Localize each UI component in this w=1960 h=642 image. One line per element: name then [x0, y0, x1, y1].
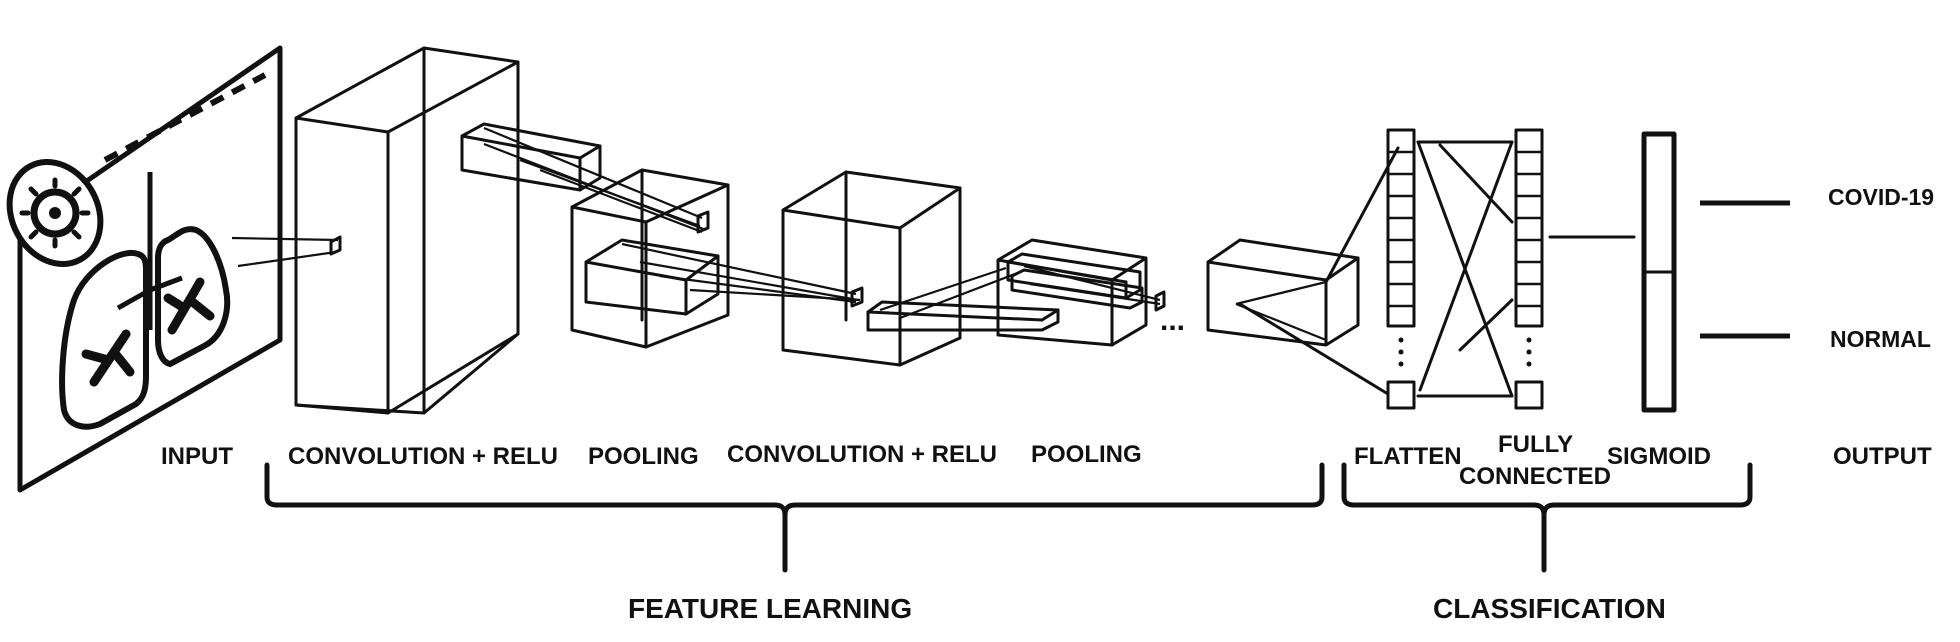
sigmoid-column	[1641, 131, 1677, 413]
ellipsis: ...	[1160, 304, 1185, 337]
conv1-volume	[294, 46, 707, 415]
pool1-volume	[570, 168, 861, 349]
final-feature-volume	[1206, 146, 1400, 396]
stage-label-sigmoid: SIGMOID	[1607, 443, 1711, 470]
stage-label-connected: CONNECTED	[1459, 463, 1611, 490]
classification-brace	[1341, 462, 1753, 573]
fully-connected-column	[1514, 128, 1544, 410]
lungs-icon	[59, 172, 231, 430]
stage-label-output: OUTPUT	[1833, 443, 1932, 470]
stage-label-pool2: POOLING	[1031, 441, 1142, 468]
stage-label-flatten: FLATTEN	[1354, 443, 1462, 470]
flatten-column	[1386, 128, 1416, 410]
group-label-feature-learning: FEATURE LEARNING	[628, 593, 912, 624]
virus-icon	[6, 159, 104, 267]
stage-label-conv1: CONVOLUTION + RELU	[288, 443, 558, 470]
stage-label-input: INPUT	[161, 443, 233, 470]
output-label-covid19: COVID-19	[1828, 184, 1934, 210]
feature-learning-brace	[264, 462, 1325, 573]
pool2-volume	[996, 238, 1166, 347]
stage-label-conv2: CONVOLUTION + RELU	[727, 441, 997, 468]
stage-label-pool1: POOLING	[588, 443, 699, 470]
input-image	[6, 45, 342, 493]
output-label-normal: NORMAL	[1830, 326, 1931, 352]
group-label-classification: CLASSIFICATION	[1433, 593, 1666, 624]
stage-label-fully: FULLY	[1498, 431, 1573, 458]
dense-connections	[1416, 140, 1514, 398]
conv2-volume	[781, 170, 1060, 367]
